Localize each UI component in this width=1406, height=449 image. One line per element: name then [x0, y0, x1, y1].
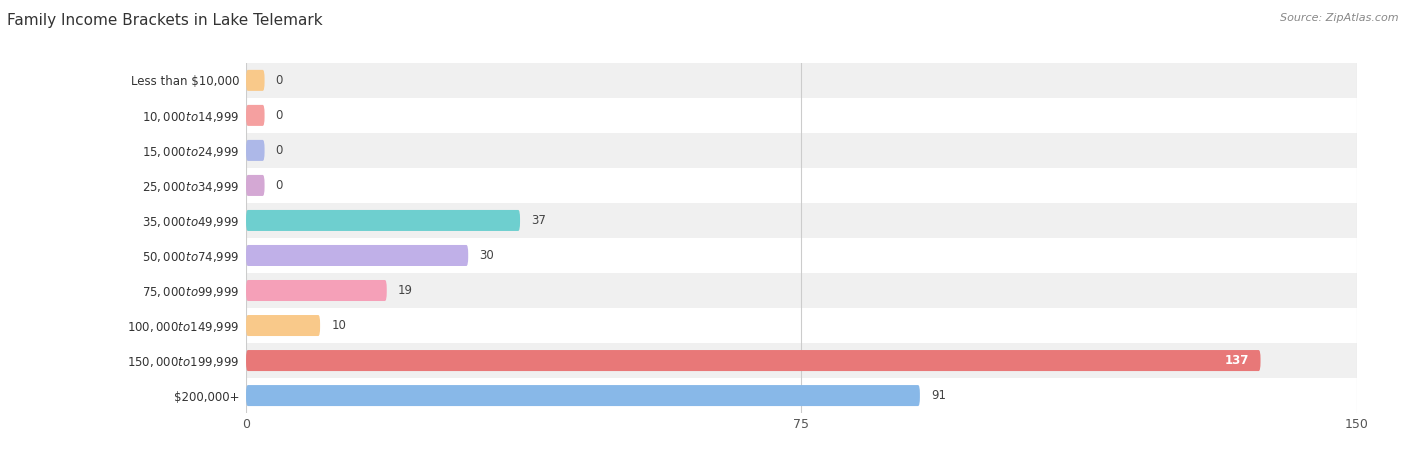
Bar — [246, 168, 1357, 203]
FancyBboxPatch shape — [246, 385, 920, 406]
FancyBboxPatch shape — [246, 350, 1261, 371]
Bar — [246, 308, 1357, 343]
FancyBboxPatch shape — [246, 140, 264, 161]
Text: 0: 0 — [276, 74, 283, 87]
Text: 30: 30 — [479, 249, 494, 262]
FancyBboxPatch shape — [246, 280, 387, 301]
FancyBboxPatch shape — [246, 315, 321, 336]
Text: 0: 0 — [276, 179, 283, 192]
Bar — [246, 273, 1357, 308]
Bar — [246, 133, 1357, 168]
Text: Source: ZipAtlas.com: Source: ZipAtlas.com — [1281, 13, 1399, 23]
Bar — [246, 98, 1357, 133]
Bar — [246, 203, 1357, 238]
Bar — [246, 63, 1357, 98]
FancyBboxPatch shape — [246, 175, 264, 196]
Text: 10: 10 — [332, 319, 346, 332]
Bar — [246, 378, 1357, 413]
Text: 0: 0 — [276, 144, 283, 157]
Text: 137: 137 — [1225, 354, 1250, 367]
FancyBboxPatch shape — [246, 210, 520, 231]
Text: 37: 37 — [531, 214, 546, 227]
FancyBboxPatch shape — [246, 245, 468, 266]
Text: 0: 0 — [276, 109, 283, 122]
FancyBboxPatch shape — [246, 70, 264, 91]
Text: 91: 91 — [931, 389, 946, 402]
FancyBboxPatch shape — [246, 105, 264, 126]
Text: Family Income Brackets in Lake Telemark: Family Income Brackets in Lake Telemark — [7, 13, 322, 28]
Text: 19: 19 — [398, 284, 413, 297]
Bar — [246, 343, 1357, 378]
Bar — [246, 238, 1357, 273]
